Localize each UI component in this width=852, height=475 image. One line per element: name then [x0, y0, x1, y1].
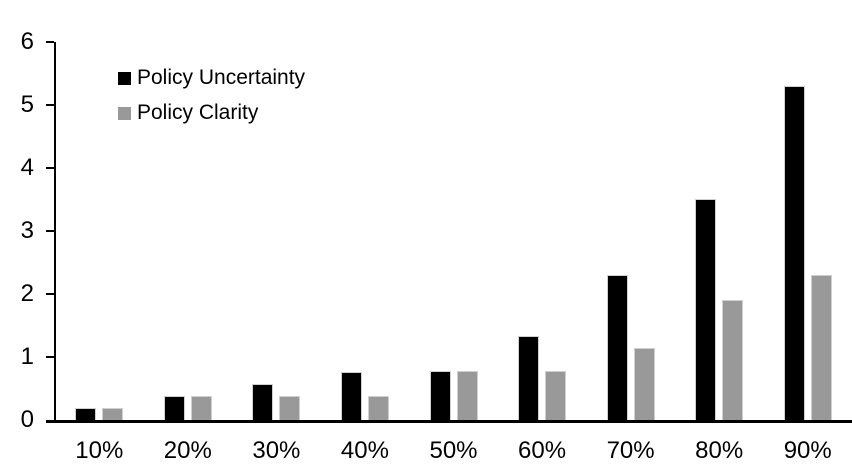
y-tick-label-3: 3 — [20, 217, 34, 244]
x-tick-label-30%: 30% — [252, 437, 301, 464]
legend-swatch-policy-clarity — [118, 106, 131, 120]
legend-swatch-policy-uncertainty — [118, 71, 131, 85]
y-tick-label-2: 2 — [20, 280, 34, 307]
bar-policy-clarity-80% — [722, 300, 743, 420]
bar-policy-uncertainty-50% — [430, 371, 451, 420]
x-tick-label-60%: 60% — [518, 437, 567, 464]
y-tick-label-1: 1 — [20, 343, 34, 370]
y-tick-label-4: 4 — [20, 154, 34, 181]
y-tick-label-0: 0 — [20, 406, 34, 433]
y-tick-3 — [46, 230, 54, 232]
bar-policy-uncertainty-90% — [784, 86, 805, 420]
x-tick-label-80%: 80% — [695, 437, 744, 464]
x-tick-label-20%: 20% — [163, 437, 212, 464]
bar-policy-clarity-50% — [457, 371, 478, 420]
bar-policy-uncertainty-80% — [695, 199, 716, 420]
x-tick-label-90%: 90% — [783, 437, 832, 464]
y-tick-label-5: 5 — [20, 91, 34, 118]
x-tick-label-50%: 50% — [429, 437, 478, 464]
bar-policy-clarity-70% — [634, 348, 655, 420]
bar-policy-clarity-30% — [279, 396, 300, 420]
bar-policy-uncertainty-20% — [164, 396, 185, 420]
x-axis-line — [46, 420, 852, 423]
bar-policy-clarity-90% — [811, 275, 832, 420]
y-tick-2 — [46, 293, 54, 295]
bar-policy-uncertainty-60% — [518, 336, 539, 420]
legend-item-policy-clarity: Policy Clarity — [118, 101, 305, 125]
bar-policy-clarity-40% — [368, 396, 389, 420]
legend-label-policy-uncertainty: Policy Uncertainty — [137, 66, 306, 89]
y-tick-6 — [46, 41, 54, 43]
bar-policy-uncertainty-70% — [607, 275, 628, 420]
bar-policy-clarity-60% — [545, 371, 566, 420]
x-tick-label-70%: 70% — [606, 437, 655, 464]
legend-label-policy-clarity: Policy Clarity — [137, 101, 259, 124]
bar-policy-clarity-20% — [191, 396, 212, 420]
chart-legend: Policy Uncertainty Policy Clarity — [118, 66, 305, 125]
y-tick-label-6: 6 — [20, 28, 34, 55]
bar-policy-uncertainty-40% — [341, 372, 362, 420]
bar-policy-clarity-10% — [102, 408, 123, 420]
y-axis-line — [54, 42, 56, 423]
legend-item-policy-uncertainty: Policy Uncertainty — [118, 66, 305, 90]
x-tick-label-40%: 40% — [340, 437, 389, 464]
bar-policy-uncertainty-30% — [252, 384, 273, 420]
y-tick-1 — [46, 356, 54, 358]
y-tick-5 — [46, 104, 54, 106]
x-tick-label-10%: 10% — [75, 437, 124, 464]
bar-policy-uncertainty-10% — [75, 408, 96, 420]
y-tick-4 — [46, 167, 54, 169]
